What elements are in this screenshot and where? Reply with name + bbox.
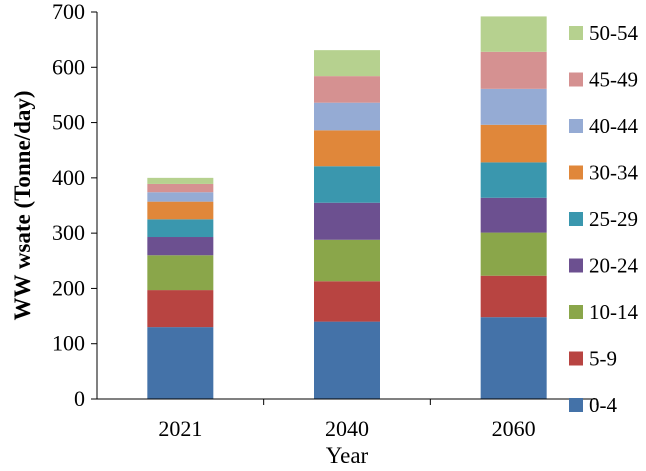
bar-2060-20-24 <box>480 197 547 233</box>
y-tick-label-200: 200 <box>52 275 85 300</box>
legend-swatch-30-34 <box>569 165 583 180</box>
legend-label-20-24: 20-24 <box>589 254 638 278</box>
bar-2060-0-4 <box>480 317 547 399</box>
bar-2040-45-49 <box>314 76 380 103</box>
x-axis-title: Year <box>326 443 369 468</box>
legend-label-45-49: 45-49 <box>589 68 638 92</box>
bar-2021-40-44 <box>147 192 214 202</box>
legend-swatch-5-9 <box>569 351 583 366</box>
legend: 50-54 45-49 40-44 30-34 25-29 20-24 10-14 5-9 0-… <box>569 21 638 417</box>
bar-2021-0-4 <box>147 327 214 399</box>
legend-swatch-50-54 <box>569 26 583 40</box>
bar-2021-50-54 <box>147 177 214 184</box>
bar-2021-10-14 <box>147 255 214 291</box>
bar-2040-5-9 <box>314 281 380 322</box>
bar-2060-45-49 <box>480 51 547 89</box>
x-tick-label-2021: 2021 <box>158 416 202 441</box>
legend-label-50-54: 50-54 <box>589 21 638 45</box>
bar-2040-20-24 <box>314 202 380 240</box>
y-tick-label-400: 400 <box>52 165 85 190</box>
bar-2021-30-34 <box>147 201 214 220</box>
legend-label-10-14: 10-14 <box>589 300 638 324</box>
legend-swatch-40-44 <box>569 119 583 133</box>
bar-2040-0-4 <box>314 321 380 399</box>
bar-2060-5-9 <box>480 275 547 318</box>
bar-2060-30-34 <box>480 124 547 163</box>
legend-label-0-4: 0-4 <box>589 393 617 417</box>
legend-swatch-10-14 <box>569 305 583 319</box>
y-tick-label-300: 300 <box>52 220 85 245</box>
y-tick-label-700: 700 <box>52 0 85 24</box>
bars-group <box>147 16 547 399</box>
x-ticks-group: 2021 2040 2060 <box>158 399 598 441</box>
y-axis-title: WW wsate (Tonne/day) <box>10 90 35 320</box>
x-tick-label-2040: 2040 <box>325 416 369 441</box>
legend-swatch-45-49 <box>569 72 583 87</box>
y-tick-label-0: 0 <box>74 386 85 411</box>
axes-group <box>96 12 597 400</box>
bar-2040-50-54 <box>314 50 380 77</box>
bar-2040-25-29 <box>314 166 380 203</box>
legend-label-30-34: 30-34 <box>589 161 638 185</box>
bar-2060-50-54 <box>480 16 547 52</box>
y-ticks-group: 0 100 200 300 400 500 600 700 <box>52 0 97 411</box>
bar-2021-20-24 <box>147 237 214 256</box>
bar-2040-10-14 <box>314 239 380 282</box>
legend-swatch-0-4 <box>569 398 583 412</box>
y-tick-label-600: 600 <box>52 54 85 79</box>
bar-2021-25-29 <box>147 219 214 238</box>
legend-label-25-29: 25-29 <box>589 207 638 231</box>
bar-2021-45-49 <box>147 183 214 193</box>
legend-swatch-25-29 <box>569 212 583 226</box>
bar-2040-30-34 <box>314 130 380 167</box>
legend-label-5-9: 5-9 <box>589 347 617 371</box>
x-tick-label-2060: 2060 <box>492 416 536 441</box>
bar-2060-25-29 <box>480 162 547 198</box>
bar-2060-40-44 <box>480 88 547 125</box>
y-tick-label-100: 100 <box>52 331 85 356</box>
bar-2060-10-14 <box>480 232 547 276</box>
legend-label-40-44: 40-44 <box>589 114 638 138</box>
bar-2021-5-9 <box>147 290 214 328</box>
bar-2040-40-44 <box>314 102 380 131</box>
legend-swatch-20-24 <box>569 258 583 273</box>
y-tick-label-500: 500 <box>52 110 85 135</box>
